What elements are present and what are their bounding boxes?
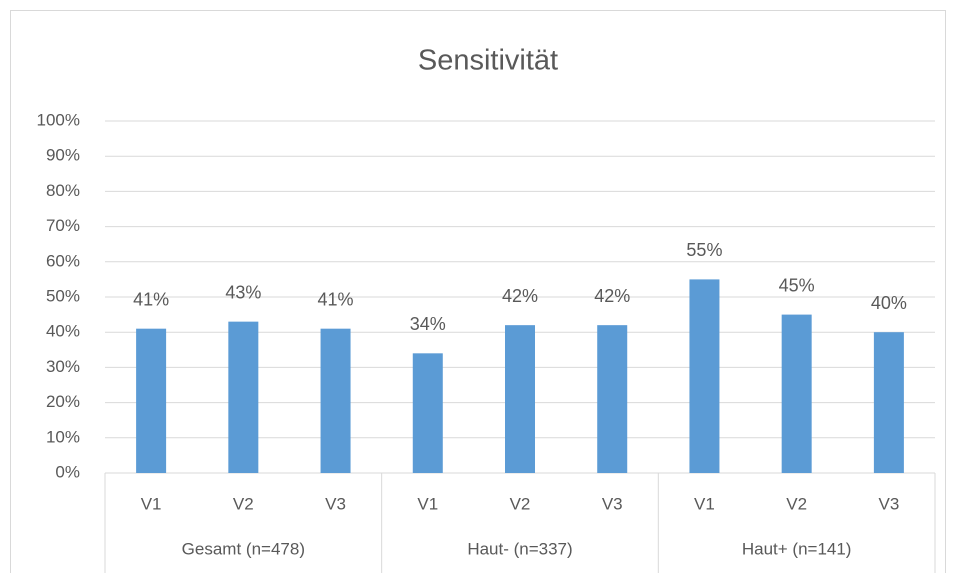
value-label: 34%	[410, 314, 446, 334]
bar	[781, 314, 812, 473]
value-label: 41%	[318, 289, 354, 309]
value-label: 42%	[594, 286, 630, 306]
y-tick-label: 90%	[46, 146, 80, 165]
x-tick-label: V2	[786, 494, 807, 513]
y-tick-label: 40%	[46, 322, 80, 341]
bar	[228, 321, 259, 473]
group-label: Gesamt (n=478)	[182, 539, 305, 558]
bar	[412, 353, 443, 473]
value-label: 40%	[871, 293, 907, 313]
bar	[136, 328, 167, 473]
bar	[597, 325, 628, 473]
bar	[873, 332, 904, 473]
x-tick-label: V2	[233, 494, 254, 513]
y-tick-label: 80%	[46, 181, 80, 200]
group-label: Haut+ (n=141)	[742, 539, 852, 558]
y-tick-label: 70%	[46, 216, 80, 235]
value-label: 45%	[779, 275, 815, 295]
x-tick-label: V3	[878, 494, 899, 513]
value-label: 42%	[502, 286, 538, 306]
bar	[689, 279, 720, 473]
y-tick-label: 50%	[46, 286, 80, 305]
y-tick-label: 100%	[37, 110, 80, 129]
bar	[320, 328, 351, 473]
y-tick-label: 30%	[46, 357, 80, 376]
value-label: 43%	[225, 282, 261, 302]
x-tick-label: V1	[417, 494, 438, 513]
bar	[505, 325, 535, 473]
y-tick-label: 0%	[55, 462, 80, 481]
group-label: Haut- (n=337)	[467, 539, 572, 558]
y-tick-label: 20%	[46, 392, 80, 411]
x-tick-label: V1	[694, 494, 715, 513]
x-tick-label: V3	[602, 494, 623, 513]
x-tick-label: V1	[141, 494, 162, 513]
x-tick-label: V3	[325, 494, 346, 513]
x-tick-label: V2	[510, 494, 531, 513]
y-tick-label: 60%	[46, 251, 80, 270]
value-label: 41%	[133, 289, 169, 309]
y-tick-label: 10%	[46, 427, 80, 446]
chart-border	[10, 10, 946, 573]
value-label: 55%	[686, 240, 722, 260]
chart-title: Sensitivität	[418, 45, 558, 77]
